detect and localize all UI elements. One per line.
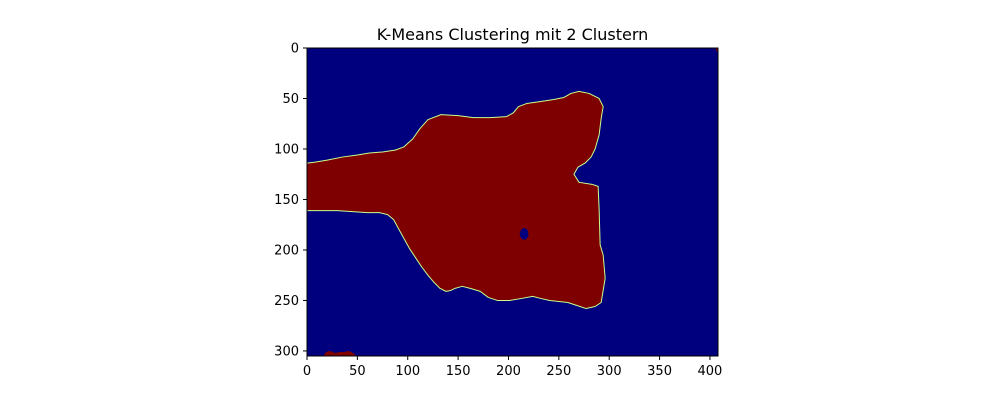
axes-frame — [306, 47, 719, 357]
cluster-region-3 — [715, 48, 718, 52]
x-tick-label-3: 150 — [446, 364, 471, 379]
y-tick-label-5: 250 — [274, 294, 299, 309]
x-tick-label-0: 0 — [303, 364, 311, 379]
x-tick-label-7: 350 — [647, 364, 672, 379]
y-tick-label-1: 50 — [282, 92, 299, 107]
x-tick-label-1: 50 — [349, 364, 366, 379]
cluster-region-0 — [306, 90, 606, 310]
y-tick-label-3: 150 — [274, 193, 299, 208]
chart-title: K-Means Clustering mit 2 Clustern — [377, 25, 649, 44]
x-tick-label-4: 200 — [496, 364, 521, 379]
x-tick-label-8: 400 — [698, 364, 723, 379]
clustered-image — [306, 48, 718, 356]
y-tick-label-0: 0 — [291, 42, 299, 57]
cluster-region-1 — [519, 227, 529, 240]
x-axis: 0 50 100 150 200 250 300 350 400 — [303, 356, 722, 379]
y-tick-label-4: 200 — [274, 243, 299, 258]
x-tick-label-2: 100 — [395, 364, 420, 379]
y-tick-label-6: 300 — [274, 344, 299, 359]
x-tick-label-5: 250 — [546, 364, 571, 379]
y-tick-label-2: 100 — [274, 142, 299, 157]
y-axis: 0 50 100 150 200 250 300 — [274, 42, 307, 359]
x-tick-label-6: 300 — [597, 364, 622, 379]
cluster-region-2 — [323, 350, 357, 356]
axes — [306, 47, 719, 357]
